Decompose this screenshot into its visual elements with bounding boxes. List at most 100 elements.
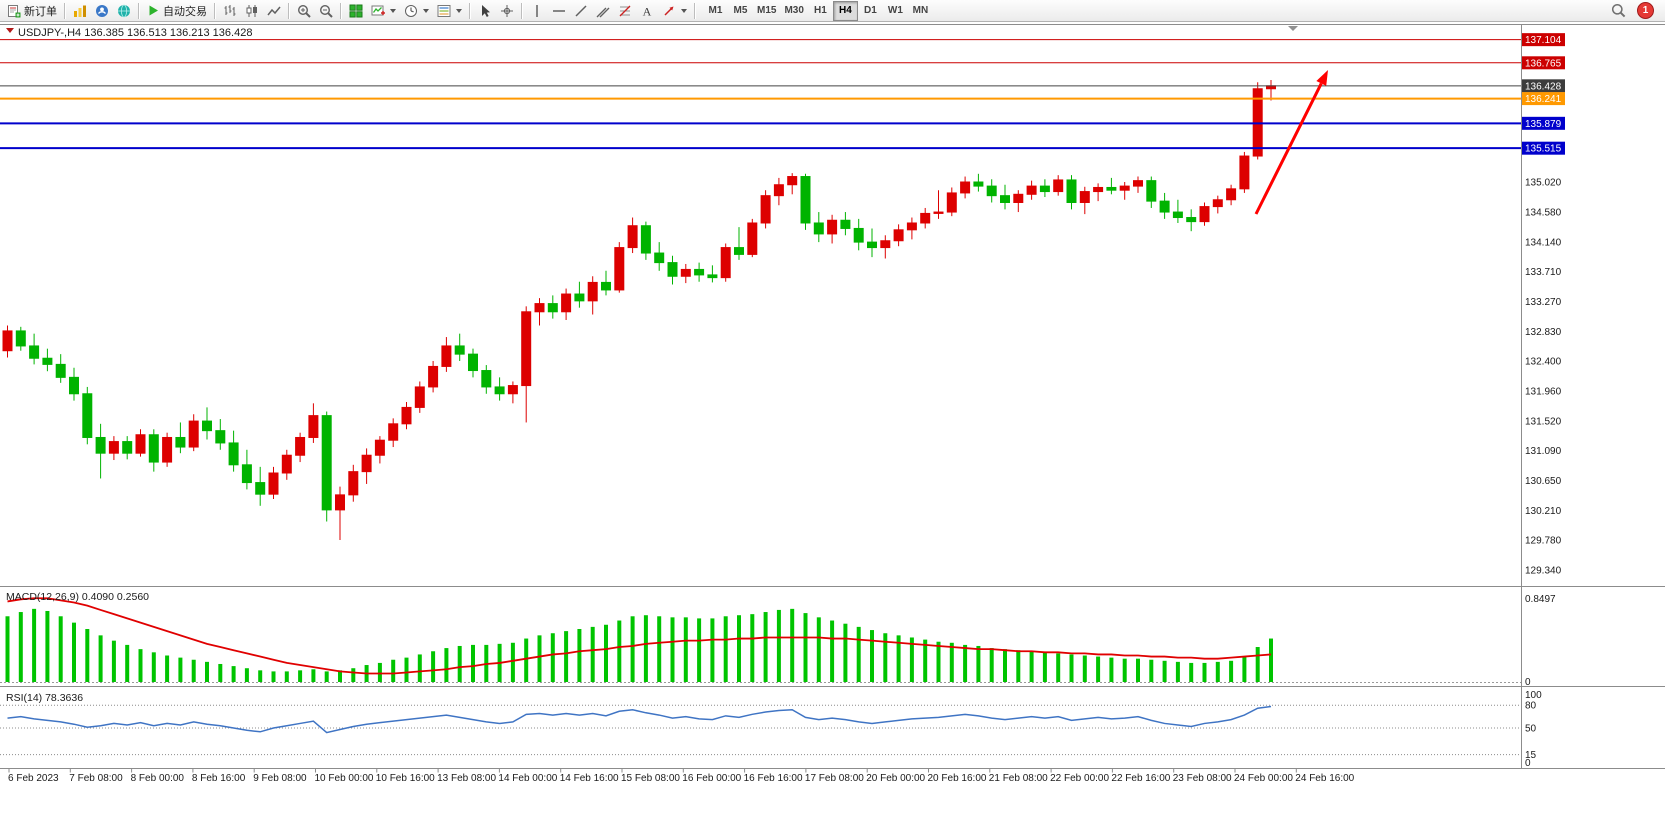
time-axis-label: 20 Feb 16:00	[928, 773, 987, 784]
tile-windows-button[interactable]	[345, 1, 367, 21]
macd-histogram-bar	[989, 648, 994, 682]
bull-candle	[162, 436, 173, 463]
profile-button[interactable]	[91, 1, 113, 21]
timeframe-h4-button[interactable]: H4	[832, 0, 858, 21]
macd-histogram-bar	[936, 641, 941, 682]
bear-candle	[494, 386, 505, 395]
timeframe-m15-button[interactable]: M15	[753, 1, 780, 21]
bear-candle	[321, 415, 332, 511]
zoom-out-button[interactable]	[315, 1, 337, 21]
chart-shift-marker[interactable]	[1288, 26, 1298, 31]
trend-arrow-head[interactable]	[1316, 70, 1328, 86]
price-axis-label: 130.210	[1525, 506, 1562, 517]
time-axis-label: 14 Feb 00:00	[498, 773, 557, 784]
macd-histogram-bar	[1255, 647, 1260, 682]
candlestick-chart-type-button[interactable]	[241, 1, 263, 21]
bull-candle	[680, 268, 691, 277]
bull-candle	[946, 192, 957, 213]
macd-histogram-bar	[298, 670, 303, 682]
bear-candle	[1039, 185, 1050, 193]
indicators-button[interactable]	[367, 1, 400, 21]
channel-tool-button[interactable]	[592, 1, 614, 21]
macd-histogram-bar	[1109, 657, 1114, 682]
timeframe-m30-button[interactable]: M30	[780, 1, 807, 21]
bar-chart-type-button[interactable]	[219, 1, 241, 21]
toolbar-separator	[64, 2, 66, 19]
bull-candle	[880, 240, 891, 249]
templates-button[interactable]	[433, 1, 466, 21]
timeframe-mn-button[interactable]: MN	[908, 1, 933, 21]
bear-candle	[840, 219, 851, 229]
symbol-marker-icon[interactable]	[6, 28, 14, 33]
trend-arrow-line[interactable]	[1254, 82, 1323, 215]
price-axis-label: 129.340	[1525, 566, 1562, 577]
bull-candle	[534, 303, 545, 313]
arrow-tool-button[interactable]	[658, 1, 691, 21]
time-axis-label: 24 Feb 16:00	[1295, 773, 1354, 784]
toolbar-separator	[469, 2, 471, 19]
time-axis-label: 10 Feb 16:00	[376, 773, 435, 784]
rsi-scale-label: 80	[1525, 701, 1537, 712]
bear-candle	[734, 247, 744, 255]
macd-histogram-bar	[72, 622, 76, 682]
bear-candle	[241, 464, 252, 484]
bull-candle	[374, 439, 385, 456]
macd-histogram-bar	[870, 630, 874, 682]
bear-candle	[82, 393, 93, 438]
rsi-scale-label: 15	[1525, 750, 1537, 761]
toolbar: 新订单 自动交易	[0, 0, 1665, 22]
macd-histogram-bar	[338, 670, 342, 682]
macd-histogram-bar	[191, 659, 196, 682]
fibonacci-tool-button[interactable]	[614, 1, 636, 21]
bull-candle	[561, 293, 572, 313]
bull-candle	[747, 222, 758, 255]
bull-candle	[720, 247, 731, 279]
autotrading-button[interactable]: 自动交易	[143, 1, 211, 21]
text-tool-button[interactable]: A	[636, 1, 658, 21]
line-chart-type-button[interactable]	[263, 1, 285, 21]
crosshair-tool-button[interactable]	[496, 1, 518, 21]
periods-button[interactable]	[400, 1, 433, 21]
cursor-tool-button[interactable]	[474, 1, 496, 21]
price-axis-label: 133.710	[1525, 267, 1562, 278]
bull-candle	[135, 434, 146, 454]
bear-candle	[454, 345, 465, 355]
community-button[interactable]	[113, 1, 135, 21]
bull-candle	[388, 423, 399, 441]
autotrading-play-icon	[147, 4, 160, 17]
timeframe-w1-button[interactable]: W1	[883, 1, 908, 21]
charts-button[interactable]	[69, 1, 91, 21]
timeframe-m1-button[interactable]: M1	[703, 1, 728, 21]
timeframe-h1-button[interactable]: H1	[808, 1, 833, 21]
vertical-line-tool-button[interactable]	[526, 1, 548, 21]
bull-candle	[335, 494, 345, 511]
price-level-badge	[1522, 33, 1565, 47]
bear-candle	[15, 330, 26, 347]
timeframe-m5-button[interactable]: M5	[728, 1, 753, 21]
bull-candle	[920, 212, 931, 224]
horizontal-line-tool-button[interactable]	[548, 1, 570, 21]
price-level-badge	[1522, 56, 1565, 70]
timeframe-d1-button[interactable]: D1	[858, 1, 883, 21]
search-button[interactable]	[1607, 1, 1630, 21]
macd-histogram-bar	[510, 642, 515, 682]
macd-histogram-bar	[5, 616, 10, 682]
bear-candle	[215, 430, 226, 444]
rsi-label: RSI(14) 78.3636	[6, 692, 83, 704]
macd-histogram-bar	[683, 617, 688, 682]
macd-histogram-bar	[896, 635, 901, 682]
price-level-badge-text: 136.428	[1525, 81, 1562, 92]
macd-histogram-bar	[284, 671, 289, 682]
macd-histogram-bar	[404, 657, 409, 682]
macd-histogram-bar	[324, 671, 329, 682]
bull-candle	[2, 330, 13, 352]
trendline-tool-button[interactable]	[570, 1, 592, 21]
bear-candle	[547, 303, 558, 313]
zoom-in-button[interactable]	[293, 1, 315, 21]
new-order-button[interactable]: 新订单	[3, 1, 61, 21]
notification-badge[interactable]: 1	[1637, 2, 1654, 19]
chart-canvas[interactable]: 137.104 136.765 136.428 136.241 135.879 135.5…	[0, 22, 1665, 838]
macd-histogram-bar	[803, 613, 808, 682]
new-order-icon	[7, 4, 21, 18]
bear-candle	[175, 436, 186, 448]
